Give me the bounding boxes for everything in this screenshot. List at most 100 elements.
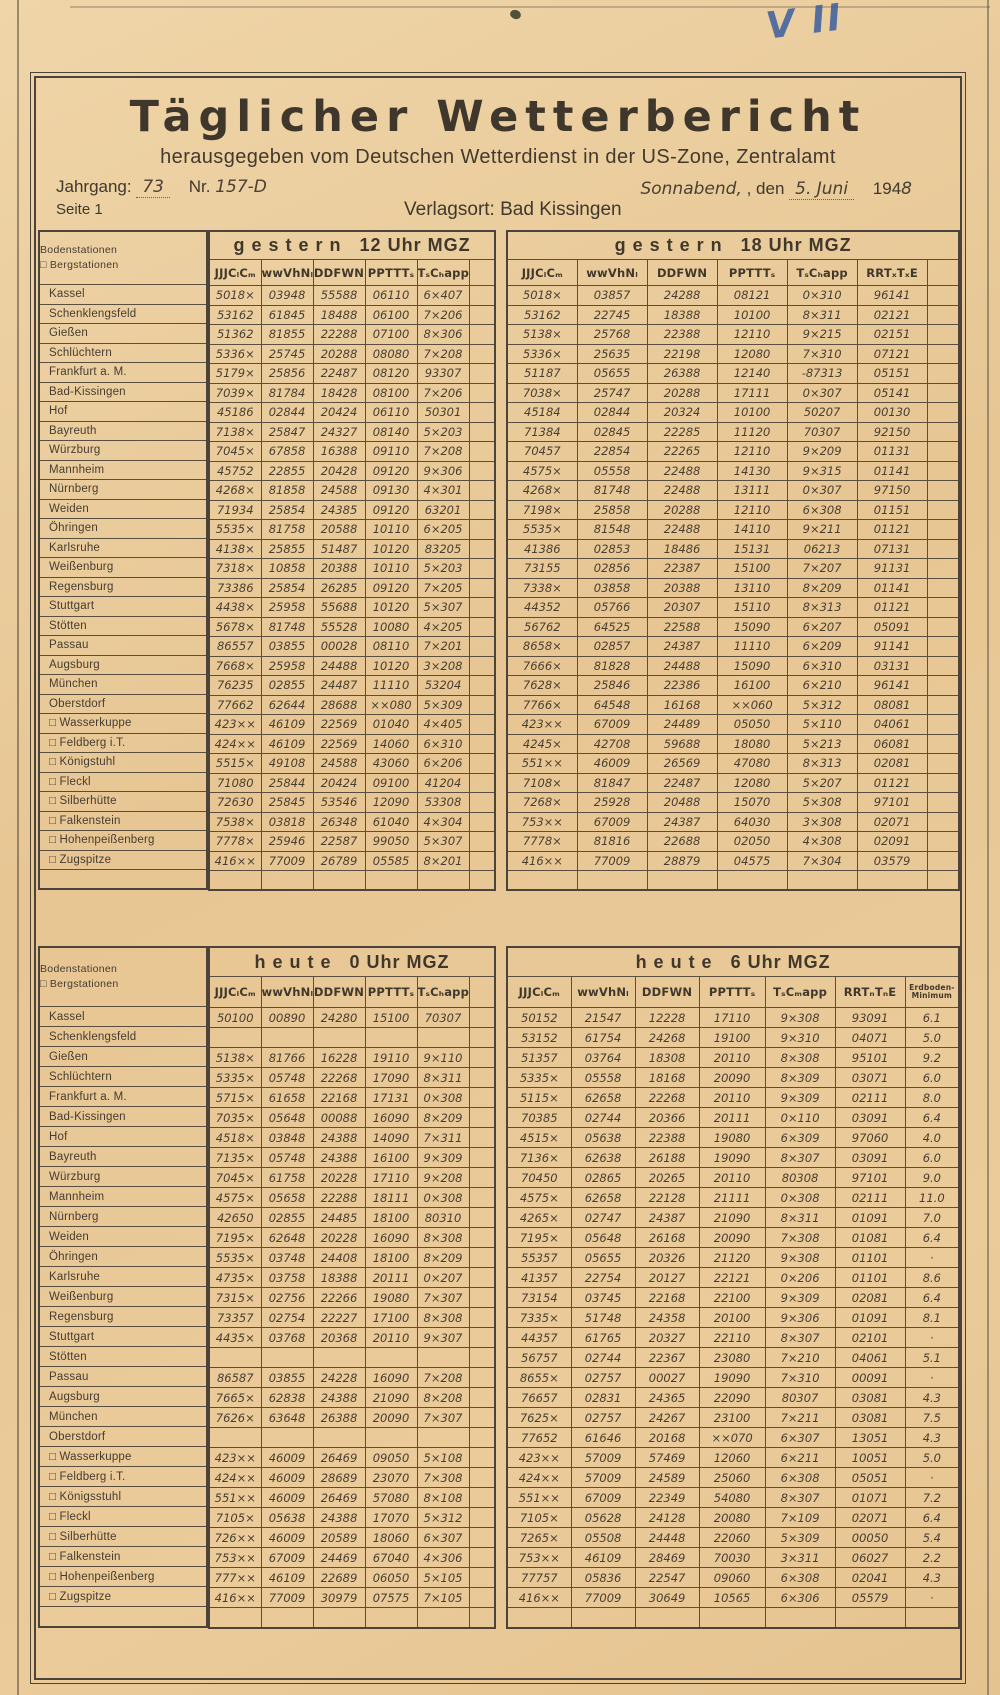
data-cell: 8×307 — [764, 1147, 836, 1168]
data-cell: 0×207 — [416, 1267, 470, 1288]
table-row: 44352 05766 20307 15110 8×313 01121 — [506, 597, 960, 618]
table-title-row: gestern 18 Uhr MGZ — [506, 230, 960, 260]
data-cell: 0×307 — [786, 382, 858, 403]
data-cell: 19090 — [698, 1367, 766, 1388]
table-row: Nürnberg — [38, 1206, 208, 1227]
data-cell: 71080 — [208, 772, 262, 793]
data-cell-empty — [698, 1607, 766, 1628]
data-cell: 25847 — [260, 421, 314, 442]
data-cell: 14090 — [364, 1127, 418, 1148]
data-cell: 12228 — [634, 1007, 700, 1028]
data-cell: 10080 — [364, 616, 418, 637]
data-cell-empty — [468, 1327, 496, 1348]
data-cell: 02081 — [856, 753, 928, 774]
table-row: 7035× 05648 00088 16090 8×209 — [208, 1107, 496, 1128]
data-cell: 7×208 — [416, 343, 470, 364]
data-cell: 8×209 — [416, 1107, 470, 1128]
data-cell: 7×311 — [416, 1127, 470, 1148]
data-cell-empty — [468, 1427, 496, 1448]
data-cell: 5678× — [208, 616, 262, 637]
table-row: 4435× 03768 20368 20110 9×307 — [208, 1327, 496, 1348]
data-cell-empty — [208, 1607, 262, 1628]
data-cell-empty — [260, 870, 314, 891]
data-cell: 22855 — [260, 460, 314, 481]
stations-legend: Bodenstationen □ Bergstationen — [38, 946, 208, 1007]
data-cell: 15070 — [716, 792, 788, 813]
data-cell: 20265 — [634, 1167, 700, 1188]
data-cell: 61658 — [260, 1087, 314, 1108]
data-cell: 05655 — [570, 1247, 636, 1268]
data-cell: 9.2 — [904, 1047, 960, 1068]
data-cell-empty — [468, 1507, 496, 1528]
data-cell: 8×313 — [786, 753, 858, 774]
data-cell-empty — [926, 421, 960, 442]
table-row: 73155 02856 22387 15100 7×207 91131 — [506, 558, 960, 579]
data-cell: 20090 — [698, 1227, 766, 1248]
data-cell: 22367 — [634, 1347, 700, 1368]
station-name: □ Fleckl — [38, 771, 208, 792]
data-cell: 6.1 — [904, 1007, 960, 1028]
data-cell: 25745 — [260, 343, 314, 364]
table-row: 42650 02855 24485 18100 80310 — [208, 1207, 496, 1228]
data-cell: 05648 — [570, 1227, 636, 1248]
data-cell: 51362 — [208, 324, 262, 345]
table-row: 7135× 05748 24388 16100 9×309 — [208, 1147, 496, 1168]
table-row: 45752 22855 20428 09120 9×306 — [208, 460, 496, 481]
data-cell: 05766 — [576, 597, 648, 618]
data-cell: 25856 — [260, 363, 314, 384]
table-row: 753×× 67009 24387 64030 3×308 02071 — [506, 811, 960, 832]
data-cell-empty — [926, 285, 960, 306]
data-cell-empty — [926, 480, 960, 501]
data-cell: 81855 — [260, 324, 314, 345]
data-cell-empty — [926, 811, 960, 832]
station-name: Kassel — [38, 1006, 208, 1027]
data-cell: 11110 — [716, 636, 788, 657]
table-row: Passau — [38, 635, 208, 656]
data-cell: 45186 — [208, 402, 262, 423]
data-cell: 9×309 — [764, 1287, 836, 1308]
data-cell: 05638 — [260, 1507, 314, 1528]
data-cell: 07100 — [364, 324, 418, 345]
data-cell-empty — [926, 655, 960, 676]
table-row: 7666× 81828 24488 15090 6×310 03131 — [506, 655, 960, 676]
table-row: Frankfurt a. M. — [38, 1086, 208, 1107]
data-cell: 05151 — [856, 363, 928, 384]
data-cell: 12110 — [716, 324, 788, 345]
data-cell-empty — [364, 870, 418, 891]
data-cell: 20307 — [646, 597, 718, 618]
table-row-empty — [506, 1607, 960, 1628]
data-cell: 02081 — [834, 1287, 906, 1308]
stations-column-top: Bodenstationen □ Bergstationen Kassel Schen… — [38, 230, 208, 890]
data-cell-empty — [904, 1607, 960, 1628]
data-cell: 03748 — [260, 1247, 314, 1268]
data-cell: 08080 — [364, 343, 418, 364]
table-row: 423×× 57009 57469 12060 6×211 10051 5.0 — [506, 1447, 960, 1468]
data-cell-empty — [468, 363, 496, 384]
data-cell: 9×307 — [416, 1327, 470, 1348]
data-cell-empty — [468, 558, 496, 579]
data-cell: 81816 — [576, 831, 648, 852]
table-row-empty — [208, 870, 496, 891]
data-cell: 54080 — [698, 1487, 766, 1508]
data-cell: 01121 — [856, 772, 928, 793]
table-row: 4138× 25855 51487 10120 83205 — [208, 538, 496, 559]
data-cell: 03857 — [576, 285, 648, 306]
data-cell-empty — [468, 1127, 496, 1148]
data-cell: 7778× — [506, 831, 578, 852]
data-cell-empty — [468, 402, 496, 423]
data-cell: 7×201 — [416, 636, 470, 657]
data-cell: 97150 — [856, 480, 928, 501]
data-cell: 70385 — [506, 1107, 572, 1128]
data-cell-empty — [468, 1147, 496, 1168]
data-cell: 22288 — [312, 324, 366, 345]
table-row: Stötten — [38, 615, 208, 636]
table-row: 5515× 49108 24588 43060 6×206 — [208, 753, 496, 774]
table-row: Hof — [38, 1126, 208, 1147]
data-cell: 50301 — [416, 402, 470, 423]
data-cell: 726×× — [208, 1527, 262, 1548]
data-cell: 17100 — [364, 1307, 418, 1328]
data-cell: 4×205 — [416, 616, 470, 637]
data-cell: 22569 — [312, 733, 366, 754]
column-header-empty — [468, 259, 496, 286]
data-cell-empty — [926, 675, 960, 696]
